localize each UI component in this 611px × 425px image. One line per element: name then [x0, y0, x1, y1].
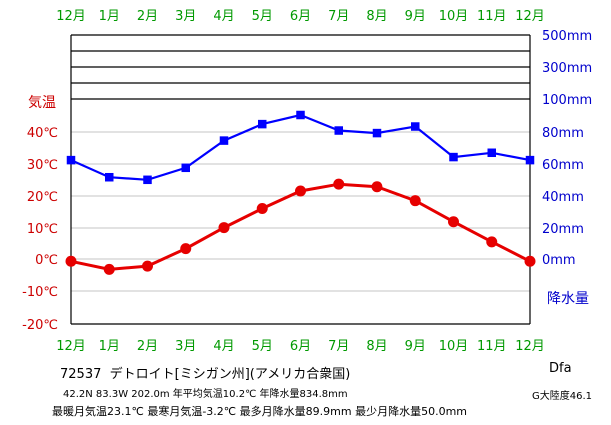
temperature-tick-label: 30℃ [27, 158, 58, 173]
precipitation-point [66, 155, 76, 165]
temperature-point [180, 243, 192, 255]
month-label-bottom: 4月 [213, 339, 234, 354]
month-label-top: 11月 [477, 9, 507, 24]
month-label-top: 9月 [405, 9, 426, 24]
month-label-bottom: 2月 [137, 339, 158, 354]
month-label-bottom: 9月 [405, 339, 426, 354]
month-label-bottom: 11月 [477, 339, 507, 354]
month-label-top: 4月 [213, 9, 234, 24]
month-label-bottom: 12月 [515, 339, 545, 354]
precipitation-axis-title: 降水量 [547, 291, 589, 307]
precipitation-tick-label: 20mm [542, 222, 584, 237]
temperature-point [256, 202, 268, 214]
temperature-tick-label: 0℃ [35, 253, 58, 268]
month-label-top: 8月 [366, 9, 387, 24]
month-label-top: 2月 [137, 9, 158, 24]
precipitation-point [334, 126, 343, 135]
precipitation-point [258, 119, 267, 129]
temperature-point [65, 255, 77, 267]
month-label-top: 1月 [99, 9, 120, 24]
temperature-axis-title: 気温 [28, 95, 56, 111]
month-label-bottom: 5月 [252, 339, 273, 354]
temperature-tick-label: 20℃ [27, 190, 58, 205]
month-label-top: 10月 [439, 9, 469, 24]
temperature-point [295, 185, 306, 197]
temperature-tick-label: 10℃ [27, 222, 58, 237]
temperature-series-line [70, 182, 531, 271]
precipitation-point [181, 163, 190, 173]
temperature-point [218, 222, 230, 234]
month-label-bottom: 10月 [439, 339, 469, 354]
precipitation-point [372, 128, 382, 138]
precipitation-tick-label: 300mm [542, 61, 592, 76]
temperature-point [524, 255, 536, 267]
temperature-point [371, 181, 383, 193]
precipitation-point [105, 172, 114, 182]
precipitation-tick-label: 60mm [542, 158, 584, 173]
month-label-bottom: 6月 [290, 339, 311, 354]
temperature-tick-label: -20℃ [22, 318, 58, 333]
month-label-top: 5月 [252, 9, 273, 24]
temperature-point [448, 216, 459, 228]
temperature-tick-label: -10℃ [22, 285, 58, 300]
month-label-top: 6月 [290, 9, 311, 24]
month-label-bottom: 8月 [366, 339, 387, 354]
precipitation-point [143, 175, 152, 185]
month-label-bottom: 3月 [175, 339, 196, 354]
month-label-top: 12月 [56, 9, 86, 24]
temperature-point [486, 236, 498, 248]
precipitation-point [449, 152, 458, 162]
month-label-bottom: 1月 [99, 339, 120, 354]
temperature-point [142, 260, 153, 272]
precipitation-tick-label: 40mm [542, 190, 584, 205]
temperature-point [333, 178, 345, 190]
temperature-point [409, 195, 421, 207]
month-label-top: 12月 [515, 9, 545, 24]
month-label-top: 7月 [328, 9, 349, 24]
precipitation-point [296, 110, 305, 120]
month-label-bottom: 7月 [328, 339, 349, 354]
precipitation-tick-label: 0mm [542, 253, 576, 268]
temperature-tick-label: 40℃ [27, 126, 58, 141]
month-label-top: 3月 [175, 9, 196, 24]
precipitation-point [411, 122, 420, 131]
temperature-point [103, 263, 115, 275]
precipitation-point [487, 148, 496, 158]
precipitation-tick-label: 80mm [542, 126, 584, 141]
precipitation-point [219, 136, 229, 145]
month-label-bottom: 12月 [56, 339, 86, 354]
precipitation-tick-label: 500mm [542, 29, 592, 44]
precipitation-point [525, 155, 535, 165]
precipitation-series-line [70, 113, 531, 181]
precipitation-tick-label: 100mm [542, 93, 592, 108]
